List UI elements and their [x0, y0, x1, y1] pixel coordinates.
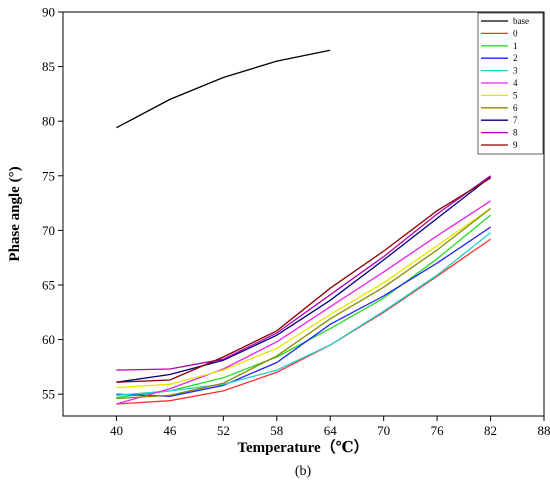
x-tick-label: 76	[431, 423, 445, 438]
legend-label-2: 2	[513, 53, 518, 63]
x-tick-label: 58	[270, 423, 283, 438]
series-line-base	[116, 49, 331, 129]
series-line-2	[116, 226, 491, 397]
legend-label-6: 6	[513, 103, 518, 113]
legend-label-7: 7	[513, 115, 518, 125]
x-tick-label: 64	[324, 423, 338, 438]
y-tick-label: 55	[42, 387, 55, 402]
series-line-3	[116, 232, 492, 396]
legend-label-base: base	[513, 16, 529, 26]
series-line-8	[116, 175, 491, 371]
x-axis-title: Temperature（℃）	[237, 438, 368, 456]
series-layer	[116, 49, 492, 405]
y-axis-title: Phase angle (°)	[7, 166, 23, 261]
series-line-0	[116, 238, 491, 405]
series-line-5	[116, 207, 491, 389]
legend: base 0 1 2 3 4 5 6 7 8 9	[477, 12, 544, 155]
y-tick-label: 90	[42, 5, 55, 20]
legend-label-0: 0	[513, 28, 518, 38]
legend-label-3: 3	[513, 66, 518, 76]
x-tick-label: 52	[217, 423, 230, 438]
legend-label-1: 1	[513, 41, 518, 51]
y-tick-label: 75	[42, 168, 55, 183]
y-tick-label: 80	[42, 114, 55, 129]
y-tick-label: 60	[42, 332, 55, 347]
series-line-4	[116, 200, 491, 405]
x-tick-label: 70	[377, 423, 390, 438]
y-tick-label: 85	[42, 59, 55, 74]
figure-caption: (b)	[295, 464, 312, 479]
y-tick-label: 70	[42, 223, 55, 238]
x-tick-label: 88	[538, 423, 550, 438]
x-tick-label: 82	[484, 423, 497, 438]
series-line-9	[116, 177, 491, 383]
plot-frame	[62, 11, 545, 417]
series-line-1	[116, 214, 492, 399]
series-line-6	[116, 207, 491, 400]
x-tick-label: 46	[163, 423, 177, 438]
legend-label-8: 8	[513, 128, 518, 138]
y-tick-label: 65	[42, 277, 55, 292]
legend-label-5: 5	[513, 90, 518, 100]
legend-label-4: 4	[513, 78, 518, 88]
series-line-7	[116, 176, 491, 383]
legend-label-9: 9	[513, 140, 518, 150]
x-tick-label: 40	[110, 423, 123, 438]
